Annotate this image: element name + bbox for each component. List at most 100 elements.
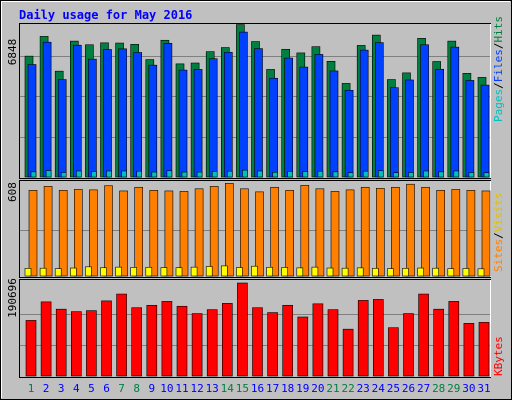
bar-pages-19 <box>302 171 309 178</box>
bar-files-3 <box>57 79 67 178</box>
day-label-31: 31 <box>477 382 490 395</box>
bar-files-19 <box>299 66 309 178</box>
bar-files-29 <box>450 46 460 178</box>
bar-visits-4 <box>74 189 83 277</box>
bar-visits-24 <box>375 188 385 277</box>
bar-files-12 <box>193 69 203 178</box>
bar-kbytes-3 <box>55 308 67 377</box>
bar-visits-8 <box>134 186 143 277</box>
ymax-label-top: 6848 <box>6 39 19 66</box>
legend-pages: Pages <box>492 89 505 122</box>
bar-sites-1 <box>24 268 32 277</box>
bar-visits-1 <box>28 190 38 277</box>
bar-kbytes-10 <box>161 301 173 377</box>
bar-pages-9 <box>151 171 158 178</box>
ymax-label-bottom: 190696 <box>6 278 19 318</box>
bar-kbytes-4 <box>71 311 82 377</box>
bar-kbytes-20 <box>312 303 324 377</box>
bar-sites-18 <box>281 267 289 277</box>
bar-sites-16 <box>251 265 258 277</box>
bar-kbytes-21 <box>327 309 339 377</box>
bar-kbytes-6 <box>101 300 112 377</box>
bar-kbytes-25 <box>388 327 399 377</box>
bar-visits-31 <box>481 190 491 277</box>
legend-kbytes: KBytes <box>492 336 505 376</box>
legend-hits: Hits <box>492 16 505 43</box>
bar-sites-6 <box>100 267 107 277</box>
bar-kbytes-14 <box>222 303 233 377</box>
bar-pages-10 <box>166 170 173 178</box>
bar-files-10 <box>163 42 173 178</box>
bar-kbytes-5 <box>86 310 97 377</box>
bar-sites-26 <box>402 268 409 277</box>
bar-files-6 <box>103 49 112 178</box>
bar-visits-17 <box>270 186 279 277</box>
bar-kbytes-2 <box>40 301 52 377</box>
chart-title: Daily usage for May 2016 <box>19 8 192 22</box>
bar-visits-9 <box>149 190 159 277</box>
day-label-5: 5 <box>88 382 95 395</box>
bar-kbytes-24 <box>372 299 384 377</box>
bar-pages-28 <box>438 171 445 178</box>
bar-kbytes-23 <box>357 300 369 377</box>
bar-visits-25 <box>391 186 400 277</box>
legend-middle: Sites/Visits <box>492 193 505 273</box>
day-label-19: 19 <box>296 382 309 395</box>
bar-pages-16 <box>257 170 263 178</box>
day-label-27: 27 <box>417 382 430 395</box>
bar-files-8 <box>133 52 142 178</box>
bar-pages-22 <box>347 172 354 178</box>
day-label-30: 30 <box>462 382 475 395</box>
bar-sites-19 <box>296 267 304 277</box>
bar-sites-28 <box>432 267 440 277</box>
bar-visits-10 <box>164 190 174 277</box>
bar-sites-11 <box>175 267 183 277</box>
bar-pages-29 <box>453 170 460 178</box>
bar-sites-10 <box>160 267 168 277</box>
bar-kbytes-13 <box>206 309 218 377</box>
bar-files-14 <box>224 51 233 178</box>
day-label-15: 15 <box>236 382 249 395</box>
bar-pages-15 <box>242 169 248 178</box>
bar-visits-7 <box>119 190 128 277</box>
bar-sites-17 <box>266 266 273 277</box>
bar-kbytes-31 <box>478 322 490 377</box>
bar-kbytes-12 <box>191 313 203 377</box>
bar-kbytes-19 <box>297 316 309 377</box>
bar-visits-21 <box>330 191 340 277</box>
bar-sites-5 <box>85 266 92 277</box>
bar-sites-29 <box>447 268 455 277</box>
bar-pages-25 <box>393 172 399 178</box>
bar-kbytes-18 <box>282 304 294 377</box>
bar-sites-22 <box>341 267 349 277</box>
bar-sites-23 <box>356 267 364 277</box>
day-label-18: 18 <box>281 382 294 395</box>
bar-pages-27 <box>423 170 429 178</box>
day-label-16: 16 <box>251 382 264 395</box>
bar-kbytes-30 <box>463 323 475 377</box>
day-label-7: 7 <box>118 382 125 395</box>
bar-visits-28 <box>436 190 446 277</box>
bar-files-9 <box>148 64 158 178</box>
bar-files-23 <box>359 49 369 178</box>
legend-sites: Sites <box>492 239 505 272</box>
bar-kbytes-29 <box>448 301 460 377</box>
bar-pages-8 <box>136 170 142 178</box>
day-label-21: 21 <box>326 382 339 395</box>
bar-visits-13 <box>209 186 219 277</box>
day-label-23: 23 <box>357 382 370 395</box>
bar-visits-29 <box>451 189 461 277</box>
bar-files-26 <box>405 79 414 178</box>
bar-files-5 <box>88 58 97 178</box>
bar-sites-2 <box>39 267 47 277</box>
bar-sites-27 <box>417 267 424 277</box>
bar-kbytes-22 <box>342 328 354 377</box>
bar-sites-20 <box>311 266 319 277</box>
legend-sep-2: / <box>492 43 505 50</box>
bar-sites-4 <box>70 267 77 277</box>
day-label-13: 13 <box>206 382 219 395</box>
legend-top: Pages/Files/Hits <box>492 16 505 122</box>
bar-pages-12 <box>196 171 203 178</box>
day-label-2: 2 <box>43 382 50 395</box>
